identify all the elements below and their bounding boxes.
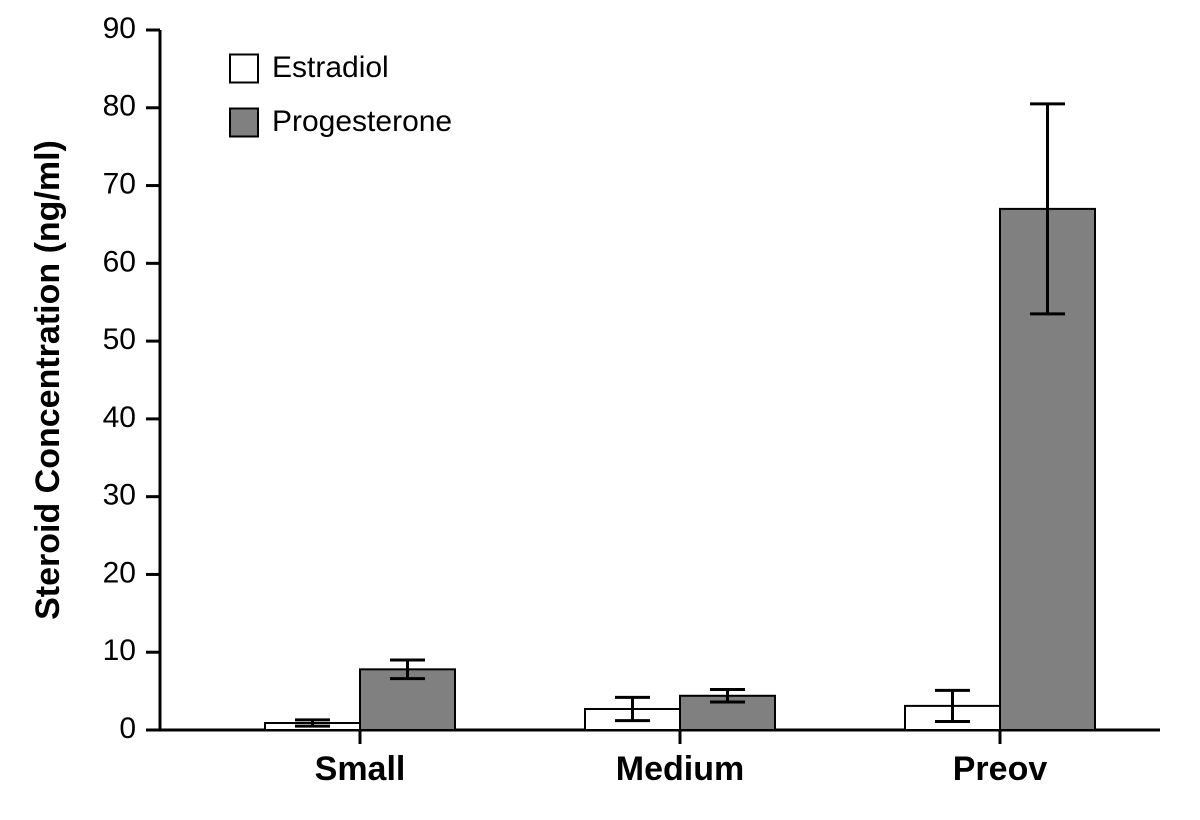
y-tick-label: 50 bbox=[103, 323, 136, 356]
y-tick-label: 10 bbox=[103, 634, 136, 667]
y-tick-label: 70 bbox=[103, 167, 136, 200]
x-category-label: Medium bbox=[616, 750, 744, 788]
y-tick-label: 90 bbox=[103, 12, 136, 45]
y-tick-label: 80 bbox=[103, 90, 136, 123]
legend-swatch-progesterone bbox=[230, 109, 258, 137]
y-tick-label: 60 bbox=[103, 245, 136, 278]
y-tick-label: 30 bbox=[103, 479, 136, 512]
y-tick-label: 0 bbox=[119, 712, 136, 745]
y-tick-label: 20 bbox=[103, 556, 136, 589]
x-category-label: Preov bbox=[953, 750, 1048, 788]
y-tick-label: 40 bbox=[103, 401, 136, 434]
legend-label: Progesterone bbox=[272, 105, 452, 138]
x-category-label: Small bbox=[315, 750, 406, 788]
y-axis-label: Steroid Concentration (ng/ml) bbox=[29, 140, 67, 620]
chart-container: 0 10 20 30 40 50 60 70 80 90 Steroid Concentration… bbox=[0, 0, 1200, 820]
legend-label: Estradiol bbox=[272, 51, 389, 84]
legend-swatch-estradiol bbox=[230, 55, 258, 83]
bar-chart: 0 10 20 30 40 50 60 70 80 90 Steroid Concentration… bbox=[0, 0, 1200, 820]
